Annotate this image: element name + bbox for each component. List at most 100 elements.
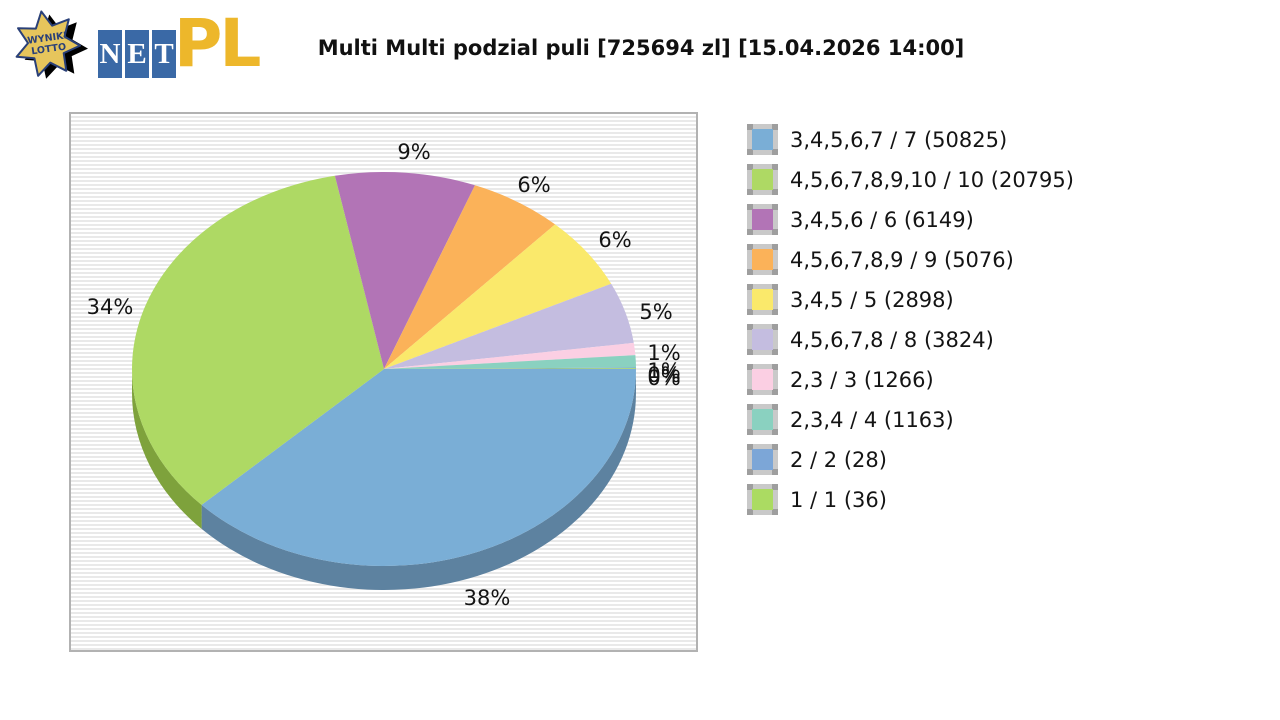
swatch-corner (772, 444, 778, 450)
pie-slice-7 (384, 355, 636, 369)
legend-item-3: 4,5,6,7,8,9 / 9 (5076) (747, 244, 1074, 275)
chart-legend: 3,4,5,6,7 / 7 (50825) 4,5,6,7,8,9,10 / 10… (747, 124, 1074, 524)
legend-swatch-6 (747, 364, 778, 395)
pie-slice-1 (132, 175, 384, 505)
swatch-corner (772, 204, 778, 210)
percent-label-6: 1% (647, 341, 681, 365)
percent-label-0: 38% (463, 586, 511, 610)
pie-chart-plot-area (69, 112, 698, 652)
pie-slice-5 (384, 283, 634, 369)
swatch-corner (772, 509, 778, 515)
swatch-corner (772, 429, 778, 435)
swatch-corner (747, 364, 753, 370)
swatch-corner (772, 149, 778, 155)
swatch-corner (747, 404, 753, 410)
star-text-wyniki: WYNIKI (27, 30, 68, 46)
logo-tile-e: E (125, 30, 149, 78)
legend-item-5: 4,5,6,7,8 / 8 (3824) (747, 324, 1074, 355)
percent-label-8: 0% (647, 363, 681, 387)
legend-item-4: 3,4,5 / 5 (2898) (747, 284, 1074, 315)
page-title: Multi Multi podzial puli [725694 zl] [15… (317, 36, 965, 60)
pie-chart (132, 171, 637, 590)
legend-label-6: 2,3 / 3 (1266) (790, 367, 934, 392)
legend-swatch-5 (747, 324, 778, 355)
legend-label-9: 1 / 1 (36) (790, 487, 887, 512)
pie-slice-4 (384, 224, 612, 369)
legend-item-9: 1 / 1 (36) (747, 484, 1074, 515)
swatch-corner (772, 364, 778, 370)
swatch-corner (747, 149, 753, 155)
legend-swatch-color-7 (752, 409, 773, 430)
pie-slice-8 (384, 367, 636, 369)
legend-swatch-8 (747, 444, 778, 475)
legend-swatch-color-2 (752, 209, 773, 230)
swatch-corner (747, 204, 753, 210)
swatch-corner (747, 284, 753, 290)
pie-slice-3 (384, 185, 556, 369)
percent-label-4: 6% (598, 228, 632, 252)
legend-swatch-0 (747, 124, 778, 155)
legend-swatch-4 (747, 284, 778, 315)
legend-swatch-color-3 (752, 249, 773, 270)
percent-label-3: 6% (517, 173, 551, 197)
swatch-corner (772, 349, 778, 355)
swatch-corner (772, 469, 778, 475)
legend-swatch-color-0 (752, 129, 773, 150)
swatch-corner (747, 349, 753, 355)
legend-item-2: 3,4,5,6 / 6 (6149) (747, 204, 1074, 235)
percent-label-1: 34% (86, 295, 134, 319)
swatch-corner (772, 389, 778, 395)
legend-label-3: 4,5,6,7,8,9 / 9 (5076) (790, 247, 1014, 272)
swatch-corner (772, 244, 778, 250)
legend-label-1: 4,5,6,7,8,9,10 / 10 (20795) (790, 167, 1074, 192)
swatch-corner (772, 124, 778, 130)
swatch-corner (772, 269, 778, 275)
pie-slice-6 (384, 342, 636, 369)
legend-swatch-color-8 (752, 449, 773, 470)
swatch-corner (747, 309, 753, 315)
percent-label-9: 0% (647, 366, 681, 390)
legend-swatch-7 (747, 404, 778, 435)
legend-item-1: 4,5,6,7,8,9,10 / 10 (20795) (747, 164, 1074, 195)
swatch-corner (747, 124, 753, 130)
legend-label-7: 2,3,4 / 4 (1163) (790, 407, 954, 432)
percent-label-7: 1% (647, 359, 681, 383)
swatch-corner (747, 164, 753, 170)
percent-label-5: 5% (639, 300, 673, 324)
swatch-corner (772, 229, 778, 235)
swatch-corner (747, 389, 753, 395)
legend-label-5: 4,5,6,7,8 / 8 (3824) (790, 327, 994, 352)
swatch-corner (772, 404, 778, 410)
swatch-corner (747, 324, 753, 330)
swatch-corner (772, 164, 778, 170)
swatch-corner (772, 484, 778, 490)
swatch-corner (747, 229, 753, 235)
pie-slice-2 (334, 171, 475, 369)
legend-swatch-1 (747, 164, 778, 195)
swatch-corner (747, 444, 753, 450)
swatch-corner (747, 269, 753, 275)
legend-item-8: 2 / 2 (28) (747, 444, 1074, 475)
legend-swatch-9 (747, 484, 778, 515)
swatch-corner (747, 469, 753, 475)
legend-swatch-3 (747, 244, 778, 275)
legend-item-6: 2,3 / 3 (1266) (747, 364, 1074, 395)
legend-item-0: 3,4,5,6,7 / 7 (50825) (747, 124, 1074, 155)
swatch-corner (772, 309, 778, 315)
swatch-corner (772, 284, 778, 290)
legend-swatch-color-4 (752, 289, 773, 310)
legend-label-0: 3,4,5,6,7 / 7 (50825) (790, 127, 1008, 152)
logo-tile-t: T (152, 30, 176, 78)
star-text-lotto: LOTTO (31, 42, 67, 58)
lotto-star-icon: WYNIKI LOTTO (15, 10, 89, 79)
logo-pl-text: PL (174, 5, 261, 82)
swatch-corner (747, 484, 753, 490)
legend-swatch-color-6 (752, 369, 773, 390)
pie-slice-side-1 (132, 369, 202, 529)
swatch-corner (747, 429, 753, 435)
swatch-corner (747, 189, 753, 195)
pie-slice-0 (201, 369, 637, 566)
